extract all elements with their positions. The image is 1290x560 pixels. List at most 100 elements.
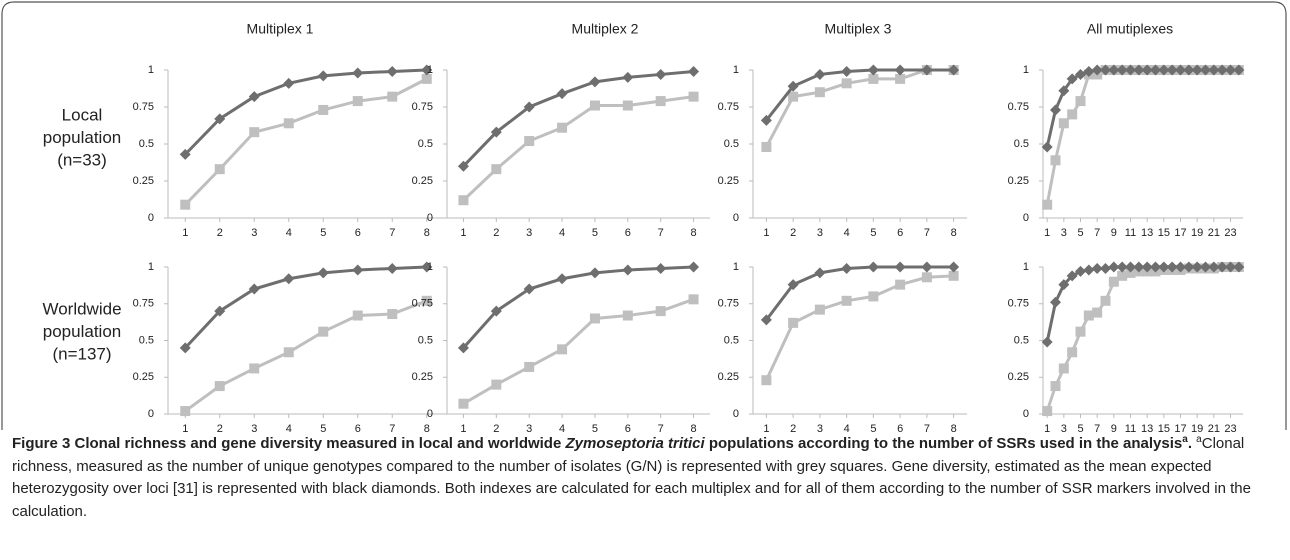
y-tick-label: 0.25 [412, 175, 433, 187]
square-marker [249, 363, 260, 374]
diamond-marker [760, 114, 772, 126]
series-line [462, 297, 695, 406]
y-tick-label: 0 [1023, 408, 1029, 420]
diamond-marker [421, 64, 433, 76]
square-marker [524, 136, 535, 147]
diamond-marker [1175, 64, 1186, 76]
caption-title: Figure 3 Clonal richness and gene divers… [12, 435, 566, 452]
square-marker [868, 291, 879, 302]
square-marker [589, 100, 600, 111]
x-tick-label: 6 [625, 423, 631, 432]
diamond-marker [841, 262, 853, 274]
diamond-marker [179, 148, 191, 160]
x-tick-label: 21 [1208, 423, 1220, 432]
x-tick-label: 5 [592, 423, 598, 432]
square-marker [622, 310, 633, 321]
diamond-marker [1066, 73, 1078, 85]
x-tick-label: 4 [559, 227, 565, 239]
square-marker [283, 347, 294, 358]
diamond-marker [1183, 261, 1195, 273]
diamond-marker [1200, 261, 1211, 273]
square-marker [1108, 276, 1119, 287]
series-line [1045, 265, 1239, 412]
x-tick-label: 5 [1077, 227, 1083, 239]
frame [1, 1, 1287, 430]
x-tick-label: 13 [1141, 227, 1153, 239]
square-marker [589, 313, 600, 324]
series-line [462, 265, 694, 349]
x-tick-label: 1 [1044, 227, 1050, 239]
x-tick-label: 5 [320, 227, 326, 239]
diamond-marker [1208, 261, 1220, 273]
x-tick-label: 2 [790, 227, 796, 239]
square-marker [1117, 270, 1128, 281]
x-tick-label: 6 [625, 227, 631, 239]
diamond-marker [589, 76, 601, 88]
diamond-marker [317, 267, 329, 279]
x-tick-label: 6 [897, 423, 903, 432]
square-marker [921, 272, 932, 283]
diamond-marker [386, 65, 398, 77]
x-tick-label: 8 [424, 423, 430, 432]
square-marker [180, 199, 191, 210]
diamond-marker [1150, 64, 1161, 76]
y-tick-label: 0 [1023, 212, 1029, 224]
x-tick-label: 1 [460, 423, 466, 432]
square-marker [868, 73, 879, 84]
square-marker [491, 164, 502, 175]
diamond-marker [1075, 265, 1086, 277]
y-tick-label: 1 [427, 64, 433, 76]
y-tick-label: 0.5 [1014, 334, 1029, 346]
y-tick-label: 0.5 [724, 138, 739, 150]
diamond-marker [894, 64, 906, 76]
diamond-marker [1100, 64, 1111, 76]
diamond-marker [1066, 270, 1078, 282]
diamond-marker [688, 65, 700, 77]
row-label: population [43, 322, 121, 341]
diamond-marker [1141, 64, 1153, 76]
x-tick-label: 17 [1174, 423, 1186, 432]
square-marker [761, 141, 772, 152]
y-tick-label: 0.25 [718, 175, 739, 187]
y-tick-label: 0.25 [1008, 175, 1029, 187]
x-tick-label: 8 [951, 227, 957, 239]
y-tick-label: 0.75 [718, 101, 739, 113]
square-marker [387, 91, 398, 102]
x-tick-label: 4 [286, 423, 292, 432]
x-tick-label: 3 [1061, 227, 1067, 239]
square-marker [1125, 267, 1136, 278]
series-line [184, 68, 427, 156]
row-label: (n=137) [52, 344, 111, 363]
caption-sup: a [1182, 434, 1188, 445]
diamond-marker [787, 279, 799, 291]
y-tick-label: 0.75 [718, 298, 739, 310]
diamond-marker [622, 264, 634, 276]
y-tick-label: 0.25 [412, 371, 433, 383]
series-line [1045, 68, 1239, 205]
diamond-marker [655, 68, 667, 80]
diamond-marker [179, 342, 191, 354]
square-marker [421, 295, 432, 306]
square-marker [249, 127, 260, 138]
diamond-marker [556, 88, 568, 100]
x-tick-label: 7 [924, 227, 930, 239]
diamond-marker [1075, 68, 1086, 80]
y-tick-label: 1 [1023, 64, 1029, 76]
x-tick-label: 8 [951, 423, 957, 432]
x-tick-label: 15 [1158, 227, 1170, 239]
x-tick-label: 1 [763, 423, 769, 432]
square-marker [421, 73, 432, 84]
x-tick-label: 19 [1191, 423, 1203, 432]
square-marker [788, 91, 799, 102]
x-tick-label: 7 [389, 227, 395, 239]
x-tick-label: 1 [182, 227, 188, 239]
x-tick-label: 5 [870, 423, 876, 432]
diamond-marker [1158, 261, 1170, 273]
square-marker [814, 304, 825, 315]
diamond-marker [1225, 261, 1236, 273]
x-tick-label: 8 [424, 227, 430, 239]
diamond-marker [1150, 261, 1161, 273]
x-tick-label: 5 [592, 227, 598, 239]
diamond-marker [589, 267, 601, 279]
caption-title: . [1187, 435, 1192, 452]
